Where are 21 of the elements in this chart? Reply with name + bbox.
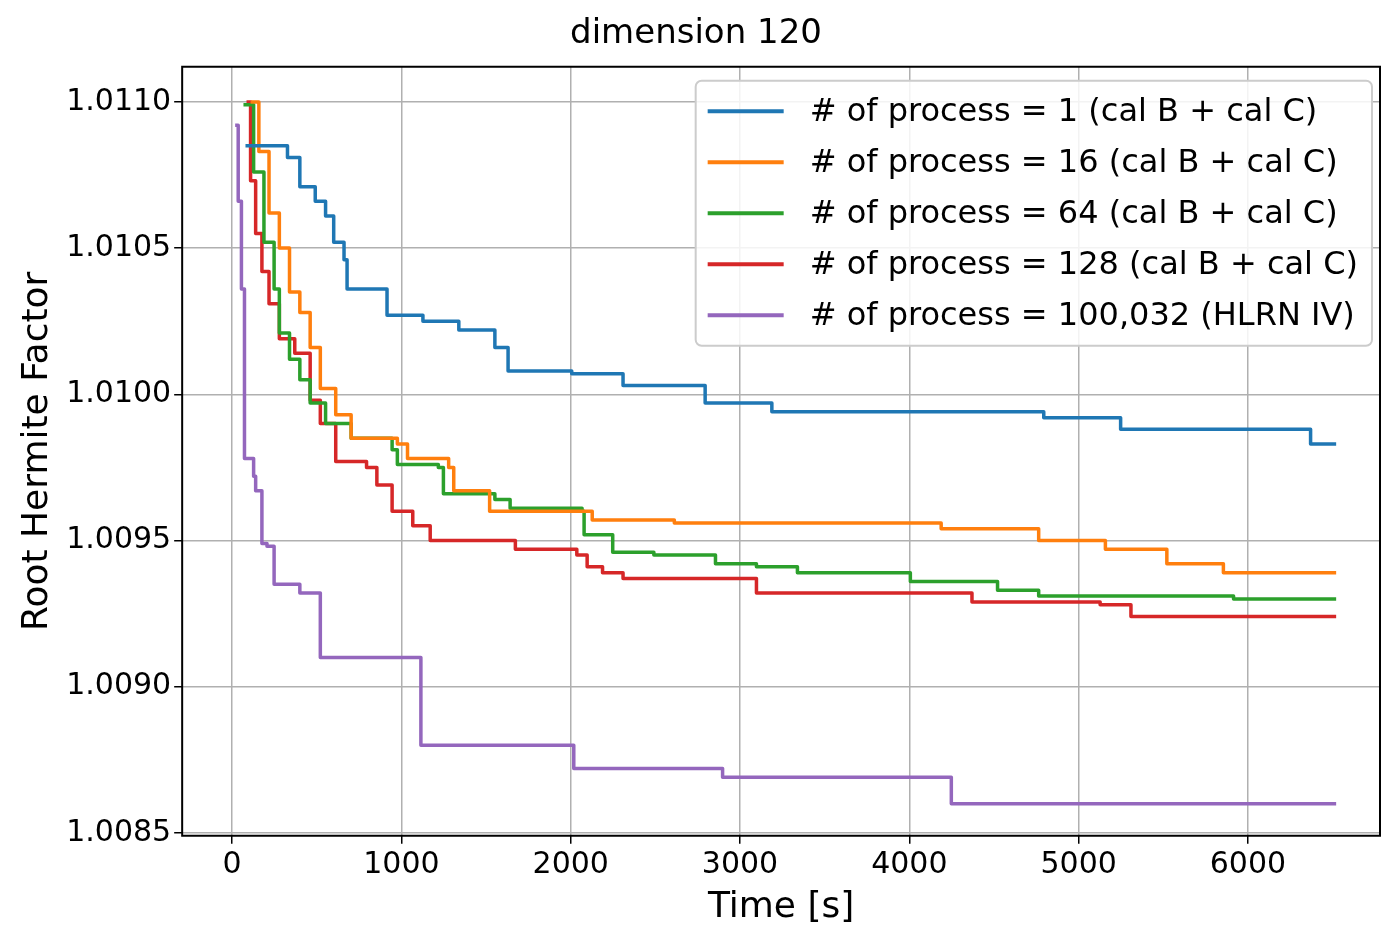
x-tick-label: 3000 xyxy=(701,844,779,880)
legend-label: # of process = 64 (cal B + cal C) xyxy=(809,192,1338,231)
x-tick-label: 2000 xyxy=(532,844,609,880)
legend-label: # of process = 1 (cal B + cal C) xyxy=(809,90,1318,129)
x-tick-label: 0 xyxy=(222,844,242,880)
y-axis-title: Root Hermite Factor xyxy=(13,271,55,631)
legend-label: # of process = 128 (cal B + cal C) xyxy=(809,243,1358,282)
y-tick-label: 1.0105 xyxy=(66,227,172,263)
x-tick-label: 5000 xyxy=(1040,844,1117,880)
x-axis-title: Time [s] xyxy=(706,883,855,925)
x-tick-label: 4000 xyxy=(871,844,948,880)
y-tick-label: 1.0090 xyxy=(66,666,172,702)
legend-label: # of process = 16 (cal B + cal C) xyxy=(809,141,1338,180)
y-tick-label: 1.0085 xyxy=(66,812,172,848)
y-tick-label: 1.0110 xyxy=(66,81,172,117)
legend-label: # of process = 100,032 (HLRN IV) xyxy=(809,294,1355,333)
chart-title: dimension 120 xyxy=(570,11,822,52)
x-tick-label: 6000 xyxy=(1209,844,1287,880)
y-tick-label: 1.0100 xyxy=(66,374,172,410)
y-tick-label: 1.0095 xyxy=(66,520,172,556)
x-tick-label: 1000 xyxy=(363,844,440,880)
